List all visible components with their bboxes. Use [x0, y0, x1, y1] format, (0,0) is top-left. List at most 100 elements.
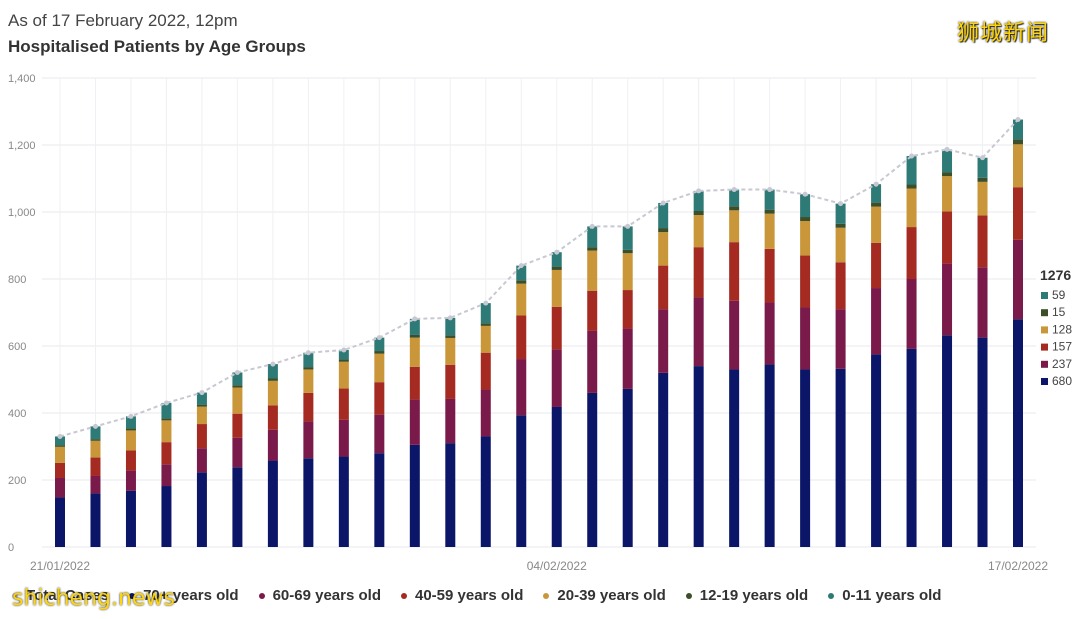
- bar-segment-40-59: [551, 306, 562, 350]
- bar-segment-12-19: [693, 210, 704, 216]
- bar-segment-20-39: [622, 253, 633, 291]
- total-cases-point: [199, 390, 205, 396]
- total-cases-point: [554, 249, 560, 255]
- bar-segment-12-19: [587, 247, 598, 251]
- legend-dot-icon: [685, 592, 692, 599]
- bar-segment-70+: [764, 364, 775, 547]
- bar-segment-20-39: [587, 250, 598, 291]
- bar-segment-70+: [516, 415, 527, 547]
- bar-segment-20-39: [338, 361, 349, 389]
- bar-segment-40-59: [1013, 187, 1023, 240]
- bar-segment-20-39: [551, 269, 562, 307]
- bar-segment-20-39: [764, 213, 775, 249]
- bar-segment-20-39: [693, 215, 704, 248]
- total-cases-point: [92, 423, 98, 429]
- bar-segment-0-11: [125, 416, 136, 429]
- bar-segment-40-59: [871, 242, 882, 289]
- end-label-40-59: 157: [1052, 340, 1072, 354]
- bar-segment-12-19: [445, 335, 456, 338]
- end-label-12-19: 15: [1052, 305, 1066, 319]
- bar-segment-0-11: [409, 318, 420, 335]
- bar-segment-70+: [338, 456, 349, 547]
- watermark: shicheng.news: [12, 586, 175, 611]
- total-cases-point: [270, 361, 276, 367]
- bar-segment-60-69: [409, 399, 420, 445]
- bar-segment-60-69: [764, 302, 775, 365]
- bar-segment-12-19: [658, 228, 669, 233]
- bar-segment-60-69: [835, 309, 846, 369]
- bar-segment-12-19: [267, 378, 278, 381]
- legend-label: 70+ years old: [143, 587, 239, 604]
- bar-segment-20-39: [409, 337, 420, 367]
- bar-segment-0-11: [587, 226, 598, 248]
- total-cases-point: [589, 223, 595, 229]
- total-cases-point: [660, 200, 666, 206]
- bar-segment-60-69: [267, 429, 278, 461]
- bar-segment-20-39: [658, 232, 669, 266]
- total-cases-point: [341, 347, 347, 353]
- bar-segment-60-69: [800, 307, 811, 370]
- bar-segment-20-39: [267, 380, 278, 406]
- bar-segment-20-39: [303, 369, 314, 393]
- total-cases-point: [838, 201, 844, 207]
- bar-segment-0-11: [871, 184, 882, 203]
- legend-dot-icon: [129, 592, 136, 599]
- bar-segment-0-11: [1013, 119, 1023, 140]
- bar-segment-60-69: [125, 470, 136, 491]
- bar-segment-0-11: [835, 203, 846, 224]
- bar-segment-20-39: [871, 206, 882, 243]
- legend-dot-icon: [828, 592, 835, 599]
- y-tick-label: 600: [8, 341, 26, 353]
- total-cases-point: [483, 300, 489, 306]
- legend-label: 0-11 years old: [842, 587, 942, 604]
- bar-segment-60-69: [374, 414, 385, 454]
- bar-segment-12-19: [906, 184, 917, 189]
- bar-segment-12-19: [338, 359, 349, 362]
- total-cases-point: [767, 187, 773, 193]
- bar-segment-20-39: [942, 176, 953, 212]
- bar-segment-60-69: [161, 464, 172, 487]
- bar-segment-0-11: [800, 194, 811, 218]
- bar-segment-40-59: [906, 227, 917, 279]
- bar-segment-70+: [835, 368, 846, 547]
- bar-segment-70+: [161, 486, 172, 547]
- total-cases-point: [128, 413, 134, 419]
- bar-segment-40-59: [445, 364, 456, 399]
- total-cases-point: [376, 335, 382, 341]
- bar-segment-0-11: [232, 372, 243, 386]
- bar-segment-12-19: [232, 385, 243, 388]
- bar-segment-60-69: [871, 288, 882, 355]
- end-label-total: 1276: [1040, 267, 1071, 283]
- y-tick-label: 200: [8, 475, 26, 487]
- chart-title: Hospitalised Patients by Age Groups: [8, 37, 306, 56]
- total-cases-point: [731, 187, 737, 193]
- bar-segment-20-39: [55, 446, 65, 463]
- bar-segment-40-59: [232, 413, 243, 438]
- total-cases-point: [1015, 117, 1021, 123]
- total-cases-point: [696, 188, 702, 194]
- y-tick-label: 1,000: [8, 207, 36, 219]
- bar-segment-60-69: [622, 328, 633, 389]
- bar-segment-40-59: [338, 388, 349, 420]
- end-label-70+: 680: [1052, 374, 1072, 388]
- bar-segment-0-11: [764, 189, 775, 210]
- bar-segment-60-69: [729, 300, 740, 370]
- legend-item-total: Total Cases: [12, 587, 109, 604]
- bar-segment-0-11: [445, 317, 456, 336]
- bar-segment-70+: [906, 348, 917, 547]
- bar-segment-40-59: [800, 255, 811, 308]
- legend-dot-icon: [400, 592, 407, 599]
- bar-segment-60-69: [906, 279, 917, 349]
- bar-segment-0-11: [303, 352, 314, 368]
- total-cases-point: [234, 369, 240, 375]
- bar-segment-70+: [977, 337, 988, 547]
- chart-subtitle: As of 17 February 2022, 12pm: [8, 11, 238, 30]
- bar-segment-70+: [800, 369, 811, 547]
- bar-segment-70+: [409, 444, 420, 547]
- bar-segment-20-39: [480, 325, 491, 353]
- end-label-swatch-20-39: [1041, 326, 1048, 334]
- bar-segment-60-69: [551, 349, 562, 407]
- bar-segment-60-69: [693, 297, 704, 367]
- total-cases-point: [57, 433, 63, 439]
